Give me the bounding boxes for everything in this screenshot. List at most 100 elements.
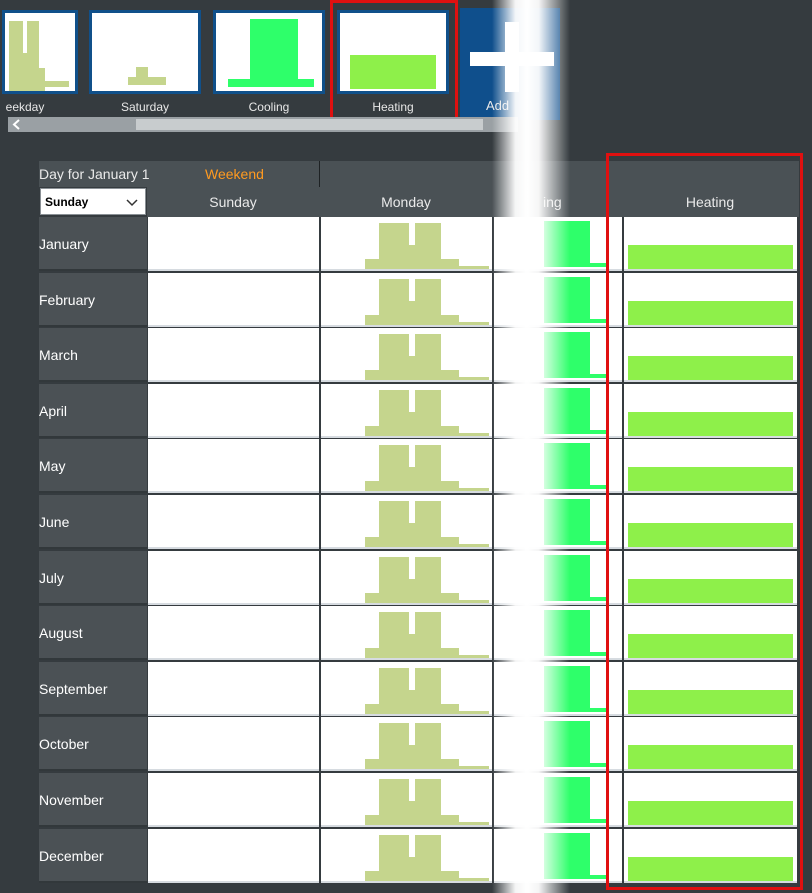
cell-monday[interactable] [321, 717, 492, 771]
month-label: February [39, 292, 96, 308]
day-for-label: Day for January 1 [39, 166, 150, 182]
column-header-sunday[interactable]: Sunday [209, 194, 257, 210]
thumbnail-label-cooling: Cooling [248, 100, 290, 114]
cooling-profile-icon [228, 19, 314, 87]
weekday-profile-icon [365, 612, 489, 658]
heating-profile-icon [628, 634, 793, 658]
horizontal-scrollbar[interactable] [8, 117, 518, 132]
column-header-heating[interactable]: Heating [685, 194, 735, 210]
cell-sunday[interactable] [148, 328, 319, 382]
weekday-profile-icon [365, 334, 489, 380]
month-row-may: May [39, 439, 184, 493]
cell-heating[interactable] [624, 384, 797, 438]
weekday-profile-icon [365, 557, 489, 603]
cell-monday[interactable] [321, 829, 492, 883]
torn-edge-overlay [492, 0, 570, 893]
thumbnail-label-saturday: Saturday [120, 100, 170, 114]
cell-monday[interactable] [321, 662, 492, 716]
cell-monday[interactable] [321, 439, 492, 493]
cell-heating[interactable] [624, 217, 797, 271]
scroll-left-button[interactable] [8, 117, 26, 132]
thumbnail-label-weekday: eekday [5, 100, 45, 114]
cell-heating[interactable] [624, 273, 797, 327]
scrollbar-thumb[interactable] [136, 119, 483, 130]
weekday-profile-icon [365, 835, 489, 881]
column-header-monday[interactable]: Monday [381, 194, 431, 210]
cell-heating[interactable] [624, 773, 797, 827]
chevron-down-icon [126, 199, 138, 207]
cell-sunday[interactable] [148, 773, 319, 827]
month-label: November [39, 792, 104, 808]
saturday-profile-icon [128, 67, 166, 85]
month-label: January [39, 236, 89, 252]
cell-monday[interactable] [321, 384, 492, 438]
cell-heating[interactable] [624, 829, 797, 883]
heating-profile-icon [628, 579, 793, 603]
cell-heating[interactable] [624, 495, 797, 549]
cell-heating[interactable] [624, 551, 797, 605]
month-row-october: October [39, 717, 184, 771]
cell-sunday[interactable] [148, 717, 319, 771]
cell-heating[interactable] [624, 439, 797, 493]
thumbnail-saturday[interactable] [89, 10, 201, 94]
cell-sunday[interactable] [148, 495, 319, 549]
month-row-february: February [39, 273, 184, 327]
cell-monday[interactable] [321, 606, 492, 660]
cell-monday[interactable] [321, 495, 492, 549]
day-select-value: Sunday [45, 195, 89, 209]
cell-monday[interactable] [321, 773, 492, 827]
cell-sunday[interactable] [148, 551, 319, 605]
month-label: April [39, 403, 68, 419]
heating-profile-icon [628, 245, 793, 269]
cell-heating[interactable] [624, 717, 797, 771]
cell-monday[interactable] [321, 273, 492, 327]
cell-sunday[interactable] [148, 662, 319, 716]
month-label: March [39, 347, 78, 363]
month-row-december: December [39, 829, 184, 883]
weekday-profile-icon [365, 501, 489, 547]
heating-profile-icon [628, 412, 793, 436]
cell-monday[interactable] [321, 328, 492, 382]
weekday-profile-icon [9, 21, 69, 91]
cell-sunday[interactable] [148, 217, 319, 271]
cell-sunday[interactable] [148, 439, 319, 493]
thumbnail-heating[interactable] [337, 10, 449, 94]
cell-heating[interactable] [624, 328, 797, 382]
cell-monday[interactable] [321, 551, 492, 605]
thumbnail-weekday[interactable] [2, 10, 78, 94]
weekday-profile-icon [365, 668, 489, 714]
cell-sunday[interactable] [148, 606, 319, 660]
month-label: October [39, 736, 89, 752]
month-label: June [39, 514, 70, 530]
day-select[interactable]: Sunday [40, 188, 146, 215]
month-row-march: March [39, 328, 184, 382]
month-label: May [39, 458, 66, 474]
cell-monday[interactable] [321, 217, 492, 271]
month-row-november: November [39, 773, 184, 827]
thumbnail-label-heating: Heating [372, 100, 414, 114]
heating-profile-icon [628, 801, 793, 825]
month-label: September [39, 681, 108, 697]
column-header-row: Sunday Monday ing Heating [147, 187, 799, 217]
month-row-august: August [39, 606, 184, 660]
weekday-profile-icon [365, 223, 489, 269]
month-label: December [39, 848, 104, 864]
day-for-header: Day for January 1 Weekend [39, 161, 799, 187]
heating-profile-icon [350, 55, 436, 89]
cell-sunday[interactable] [148, 273, 319, 327]
cell-sunday[interactable] [148, 384, 319, 438]
weekday-profile-icon [365, 445, 489, 491]
heating-profile-icon [628, 857, 793, 881]
cell-heating[interactable] [624, 606, 797, 660]
cell-heating[interactable] [624, 662, 797, 716]
month-row-september: September [39, 662, 184, 716]
cell-sunday[interactable] [148, 829, 319, 883]
thumbnail-cooling[interactable] [213, 10, 325, 94]
heating-profile-icon [628, 745, 793, 769]
weekday-profile-icon [365, 390, 489, 436]
heating-profile-icon [628, 690, 793, 714]
heating-profile-icon [628, 356, 793, 380]
heating-profile-icon [628, 523, 793, 547]
month-row-january: January [39, 217, 184, 271]
month-row-april: April [39, 384, 184, 438]
